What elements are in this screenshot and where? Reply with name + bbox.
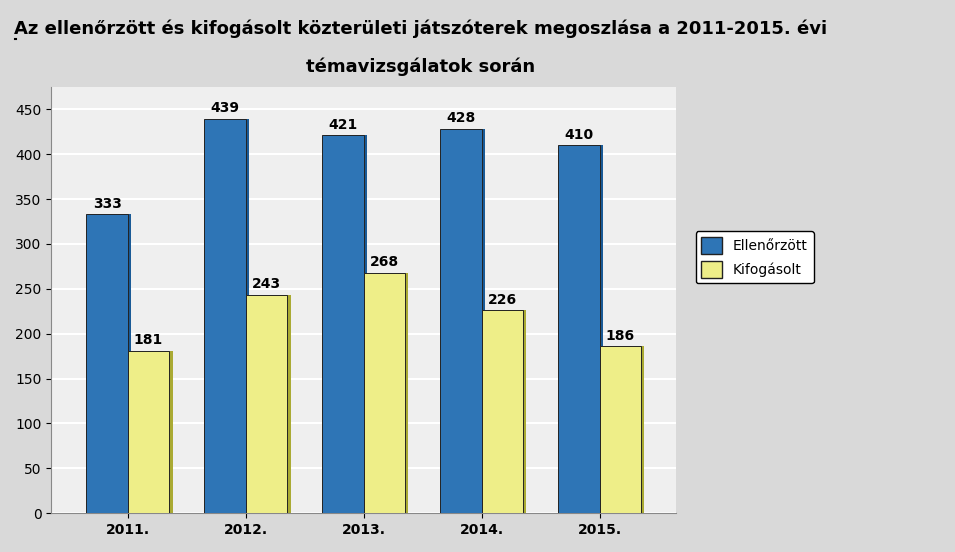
Bar bbox=[444, 129, 485, 513]
Bar bbox=[245, 295, 286, 513]
Bar bbox=[128, 351, 169, 513]
Bar bbox=[87, 214, 128, 513]
Text: 243: 243 bbox=[252, 278, 281, 291]
Bar bbox=[600, 346, 641, 513]
Bar bbox=[367, 273, 409, 513]
Text: témavizsgálatok során: témavizsgálatok során bbox=[306, 58, 535, 77]
Bar bbox=[559, 145, 600, 513]
Text: 410: 410 bbox=[564, 128, 593, 141]
Text: 428: 428 bbox=[446, 112, 476, 125]
Text: 333: 333 bbox=[93, 197, 121, 211]
Text: 181: 181 bbox=[134, 333, 163, 347]
Bar bbox=[326, 135, 367, 513]
Text: 226: 226 bbox=[488, 293, 517, 307]
Bar bbox=[364, 273, 405, 513]
Text: Az ellenőrzött és kifogásolt közterületi játszóterek megoszlása a 2011-2015. évi: Az ellenőrzött és kifogásolt közterületi… bbox=[13, 19, 827, 38]
Bar bbox=[481, 310, 522, 513]
Bar bbox=[131, 351, 173, 513]
Bar bbox=[90, 214, 131, 513]
Bar bbox=[249, 295, 290, 513]
Text: 421: 421 bbox=[329, 118, 357, 132]
Bar bbox=[208, 119, 249, 513]
Text: 268: 268 bbox=[370, 255, 399, 269]
Legend: Ellenőrzött, Kifogásolt: Ellenőrzött, Kifogásolt bbox=[695, 231, 814, 283]
Bar bbox=[440, 129, 481, 513]
Bar bbox=[485, 310, 526, 513]
Text: 186: 186 bbox=[605, 328, 635, 343]
Bar bbox=[562, 145, 603, 513]
Bar bbox=[204, 119, 245, 513]
Bar bbox=[323, 135, 364, 513]
Text: 439: 439 bbox=[210, 102, 240, 115]
Bar bbox=[603, 346, 645, 513]
